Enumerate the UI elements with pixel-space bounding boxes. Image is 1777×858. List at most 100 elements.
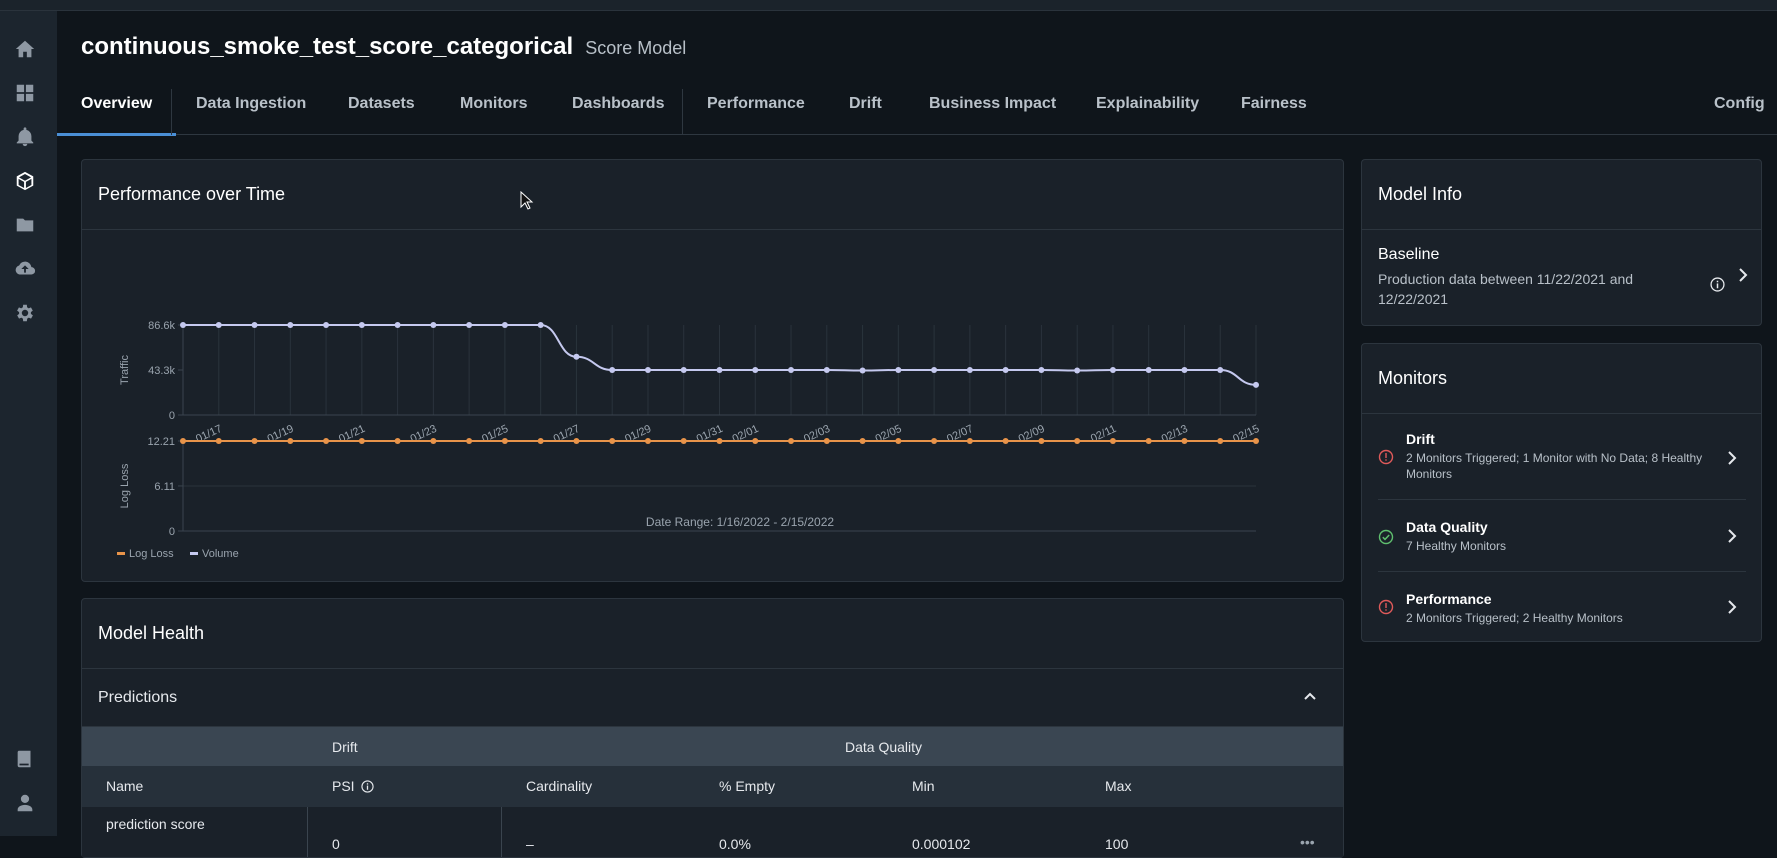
column-divider	[307, 807, 308, 857]
predictions-label: Predictions	[98, 688, 178, 706]
legend-log-loss[interactable]: Log Loss	[117, 548, 174, 560]
traffic-point	[823, 367, 830, 373]
traffic-point	[1074, 367, 1081, 374]
tab-fairness[interactable]: Fairness	[1241, 95, 1307, 112]
col-cardinality[interactable]: Cardinality	[526, 778, 593, 794]
top-strip	[0, 0, 1777, 11]
logloss-point	[823, 438, 830, 444]
monitor-desc-line1: 7 Healthy Monitors	[1406, 539, 1507, 553]
traffic-point	[430, 322, 437, 328]
logloss-point	[1109, 438, 1116, 444]
logloss-point	[644, 438, 651, 444]
alert-circle-icon	[1378, 449, 1394, 465]
tab-business-impact[interactable]: Business Impact	[929, 95, 1057, 112]
tab-monitors[interactable]: Monitors	[460, 95, 528, 112]
gear-icon[interactable]	[13, 301, 37, 325]
cell-empty: 0.0%	[719, 836, 751, 852]
traffic-point	[931, 367, 938, 373]
tab-overview[interactable]: Overview	[56, 89, 177, 136]
group-drift: Drift	[332, 739, 358, 755]
logloss-point	[1145, 438, 1152, 444]
logloss-point	[537, 438, 544, 444]
cube-icon[interactable]	[13, 169, 37, 193]
traffic-point	[1109, 367, 1116, 373]
folder-icon[interactable]	[13, 213, 37, 237]
monitor-name: Drift	[1406, 431, 1435, 447]
panel-title: Model Health	[98, 623, 205, 643]
cloud-upload-icon[interactable]	[13, 257, 37, 281]
logloss-point	[215, 438, 222, 444]
logloss-point	[716, 438, 723, 444]
predictions-section-toggle[interactable]: Predictions	[82, 669, 1343, 727]
book-icon[interactable]	[13, 747, 37, 771]
logloss-point	[287, 438, 294, 444]
panel-header: Model Health	[82, 599, 1343, 669]
grid-layer	[182, 325, 1257, 487]
baseline-label: Baseline	[1378, 246, 1440, 263]
user-icon[interactable]	[13, 791, 37, 815]
y-axis-title: Log Loss	[119, 463, 131, 508]
tab-dashboards[interactable]: Dashboards	[572, 95, 665, 112]
monitor-name: Performance	[1406, 591, 1492, 607]
traffic-point	[501, 322, 508, 328]
bell-icon[interactable]	[13, 125, 37, 149]
tab-config[interactable]: Config	[1714, 95, 1765, 112]
monitor-item-data-quality[interactable]: Data Quality 7 Healthy Monitors	[1378, 500, 1746, 572]
traffic-point	[394, 322, 401, 328]
table-row[interactable]: prediction score 0 – 0.0% 0.000102 100 •…	[82, 807, 1343, 857]
traffic-point	[537, 322, 544, 328]
chevron-right-icon[interactable]	[1726, 528, 1738, 544]
logloss-point	[859, 438, 866, 444]
chevron-up-icon[interactable]	[1303, 689, 1317, 703]
panel-header: Monitors	[1362, 344, 1761, 414]
logloss-point	[394, 438, 401, 444]
info-icon[interactable]	[1710, 277, 1725, 292]
logloss-point	[573, 438, 580, 444]
y-axis-title: Traffic	[119, 355, 131, 385]
col-min[interactable]: Min	[912, 778, 935, 794]
monitor-item-drift[interactable]: Drift 2 Monitors Triggered; 1 Monitor wi…	[1378, 414, 1746, 500]
y-tick-label: 6.11	[154, 481, 175, 493]
baseline-desc-line2: 12/22/2021	[1378, 291, 1449, 307]
traffic-points	[180, 322, 1259, 388]
baseline-link[interactable]: Baseline Production data between 11/22/2…	[1362, 230, 1761, 326]
col-max[interactable]: Max	[1105, 778, 1132, 794]
logloss-point	[1181, 438, 1188, 444]
monitor-desc-line1: 2 Monitors Triggered; 2 Healthy Monitors	[1406, 611, 1623, 625]
chevron-right-icon[interactable]	[1737, 268, 1749, 282]
tab-drift[interactable]: Drift	[849, 95, 882, 112]
logloss-point	[1217, 438, 1224, 444]
home-icon[interactable]	[13, 37, 37, 61]
table-header: Name PSI Cardinality % Empty Min Max	[82, 766, 1343, 807]
traffic-point	[1145, 367, 1152, 373]
traffic-point	[788, 367, 795, 373]
logloss-point	[966, 438, 973, 444]
legend-swatch-log-loss	[117, 552, 125, 555]
col-empty[interactable]: % Empty	[719, 778, 776, 794]
chevron-right-icon[interactable]	[1726, 450, 1738, 466]
monitor-item-performance[interactable]: Performance 2 Monitors Triggered; 2 Heal…	[1378, 572, 1746, 642]
tab-performance[interactable]: Performance	[707, 95, 805, 112]
check-circle-icon	[1378, 529, 1394, 545]
dashboard-grid-icon[interactable]	[13, 81, 37, 105]
traffic-point	[323, 322, 330, 328]
info-icon[interactable]	[361, 780, 374, 793]
logloss-point	[430, 438, 437, 444]
tab-datasets[interactable]: Datasets	[348, 95, 415, 112]
traffic-point	[895, 367, 902, 373]
model-health-panel: Model Health Predictions Drift Data Qual…	[81, 598, 1344, 858]
more-options-icon[interactable]: •••	[1300, 834, 1315, 850]
y-tick-label: 86.6k	[148, 320, 175, 332]
col-psi[interactable]: PSI	[332, 778, 355, 794]
traffic-point	[609, 367, 616, 373]
chevron-right-icon[interactable]	[1726, 599, 1738, 615]
col-name[interactable]: Name	[106, 778, 144, 794]
tab-explainability[interactable]: Explainability	[1096, 95, 1200, 112]
tab-data-ingestion[interactable]: Data Ingestion	[196, 95, 307, 112]
panel-header: Performance over Time	[82, 160, 1343, 230]
monitor-desc-line2: Monitors	[1406, 467, 1453, 481]
monitors-panel: Monitors Drift 2 Monitors Triggered; 1 M…	[1361, 343, 1762, 642]
panel-title: Performance over Time	[98, 184, 286, 204]
legend-volume[interactable]: Volume	[190, 548, 239, 560]
monitor-desc-line1: 2 Monitors Triggered; 1 Monitor with No …	[1406, 451, 1703, 465]
